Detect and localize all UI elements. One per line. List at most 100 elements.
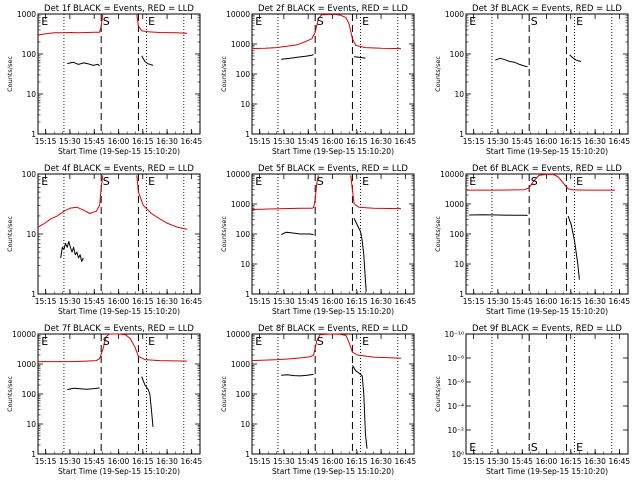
- x-tick-label: 16:00: [322, 297, 344, 306]
- x-axis-title: Start Time (19-Sep-15 15:10:20): [272, 307, 394, 316]
- chart-title: Det 3f BLACK = Events, RED = LLD: [472, 4, 622, 14]
- y-axis-title: Counts/sec: [220, 56, 228, 92]
- marker-label: S: [103, 175, 110, 188]
- y-axis-title: Counts/sec: [6, 56, 14, 92]
- y-tick-label: 1: [31, 130, 36, 139]
- chart-title: Det 1f BLACK = Events, RED = LLD: [44, 4, 194, 14]
- x-tick-label: 15:30: [59, 137, 81, 146]
- series-events-line: [67, 61, 100, 67]
- chart-title: Det 7f BLACK = Events, RED = LLD: [44, 324, 194, 334]
- x-tick-label: 15:15: [463, 297, 485, 306]
- x-tick-label: 15:45: [511, 137, 533, 146]
- y-tick-label: 10000: [440, 170, 464, 179]
- series-lld-line: [466, 173, 615, 191]
- y-axis-title: Counts/sec: [434, 216, 442, 252]
- y-tick-label: 10000: [226, 330, 250, 339]
- plot-frame: [465, 173, 629, 295]
- y-tick-label: 10: [26, 230, 36, 239]
- x-tick-label: 15:15: [249, 137, 271, 146]
- x-tick-label: 16:45: [609, 297, 631, 306]
- series-events-line: [569, 54, 582, 62]
- y-tick-label: 10: [26, 420, 36, 429]
- y-tick-label: 1000: [231, 40, 250, 49]
- y-tick-label: 10000: [226, 10, 250, 19]
- x-tick-label: 16:45: [395, 137, 417, 146]
- x-tick-label: 16:45: [181, 137, 203, 146]
- series-lld-line: [350, 175, 402, 210]
- x-tick-label: 15:45: [83, 297, 105, 306]
- y-tick-label: 10⁻¹⁰: [444, 330, 464, 339]
- series-lld-line: [38, 333, 188, 363]
- marker-label: E: [148, 335, 155, 348]
- x-tick-label: 15:15: [35, 297, 57, 306]
- series-events-line: [469, 214, 528, 216]
- x-tick-label: 15:15: [35, 457, 57, 466]
- y-tick-label: 1000: [445, 200, 464, 209]
- panel-det-9: Det 9f BLACK = Events, RED = LLD Counts/s…: [434, 324, 630, 476]
- x-tick-label: 16:30: [370, 297, 392, 306]
- x-tick-label: 16:00: [322, 137, 344, 146]
- x-tick-label: 15:30: [59, 457, 81, 466]
- x-axis-title: Start Time (19-Sep-15 15:10:20): [272, 147, 394, 156]
- plot-frame: [37, 173, 201, 295]
- chart-title: Det 6f BLACK = Events, RED = LLD: [472, 164, 622, 174]
- series-events-line: [495, 57, 528, 68]
- x-tick-label: 15:45: [297, 137, 319, 146]
- series-lld-line: [136, 175, 188, 230]
- x-tick-label: 16:30: [584, 297, 606, 306]
- y-tick-label: 10⁻⁴: [447, 402, 464, 411]
- x-tick-label: 15:30: [273, 457, 295, 466]
- y-tick-label: 10: [454, 90, 464, 99]
- panel-det-3: Det 3f BLACK = Events, RED = LLD Counts/s…: [434, 4, 630, 156]
- x-tick-label: 16:30: [156, 137, 178, 146]
- x-tick-label: 16:00: [536, 297, 558, 306]
- x-tick-label: 15:15: [463, 137, 485, 146]
- x-tick-label: 16:45: [395, 297, 417, 306]
- y-tick-label: 10000: [12, 330, 36, 339]
- marker-label: S: [317, 15, 324, 28]
- y-tick-label: 1: [31, 290, 36, 299]
- y-axis-title: Counts/sec: [220, 376, 228, 412]
- marker-label: E: [148, 175, 155, 188]
- marker-label: E: [469, 441, 476, 454]
- x-tick-label: 16:15: [560, 137, 582, 146]
- x-tick-label: 16:15: [132, 137, 154, 146]
- x-axis-title: Start Time (19-Sep-15 15:10:20): [486, 147, 608, 156]
- marker-label: S: [531, 441, 538, 454]
- series-events-line: [354, 56, 366, 59]
- panel-det-7: Det 7f BLACK = Events, RED = LLD Counts/s…: [6, 324, 202, 476]
- y-tick-label: 100: [236, 70, 251, 79]
- y-axis-title: Counts/sec: [434, 56, 442, 92]
- marker-label: E: [362, 335, 369, 348]
- x-tick-label: 16:30: [584, 137, 606, 146]
- y-tick-label: 1000: [17, 360, 36, 369]
- series-events-line: [280, 231, 314, 236]
- y-tick-label: 1000: [231, 200, 250, 209]
- y-tick-label: 1: [459, 290, 464, 299]
- x-tick-label: 15:30: [487, 297, 509, 306]
- x-tick-label: 16:00: [108, 297, 130, 306]
- marker-label: E: [469, 175, 476, 188]
- x-axis-title: Start Time (19-Sep-15 15:10:20): [58, 307, 180, 316]
- x-tick-label: 15:45: [297, 297, 319, 306]
- x-tick-label: 15:30: [273, 137, 295, 146]
- x-tick-label: 16:30: [584, 457, 606, 466]
- plot-frame: [251, 333, 415, 455]
- y-tick-label: 100: [22, 50, 37, 59]
- x-axis-title: Start Time (19-Sep-15 15:10:20): [486, 467, 608, 476]
- marker-label: E: [362, 175, 369, 188]
- y-tick-label: 100: [22, 170, 37, 179]
- marker-label: S: [103, 335, 110, 348]
- x-axis-title: Start Time (19-Sep-15 15:10:20): [272, 467, 394, 476]
- x-tick-label: 15:30: [487, 457, 509, 466]
- y-tick-label: 10: [240, 420, 250, 429]
- chart-title: Det 4f BLACK = Events, RED = LLD: [44, 164, 194, 174]
- x-tick-label: 16:45: [181, 297, 203, 306]
- x-tick-label: 15:45: [83, 457, 105, 466]
- series-lld-line: [37, 175, 104, 228]
- panel-det-4: Det 4f BLACK = Events, RED = LLD Counts/s…: [6, 164, 202, 316]
- series-events-line: [67, 387, 100, 391]
- y-tick-label: 100: [450, 50, 465, 59]
